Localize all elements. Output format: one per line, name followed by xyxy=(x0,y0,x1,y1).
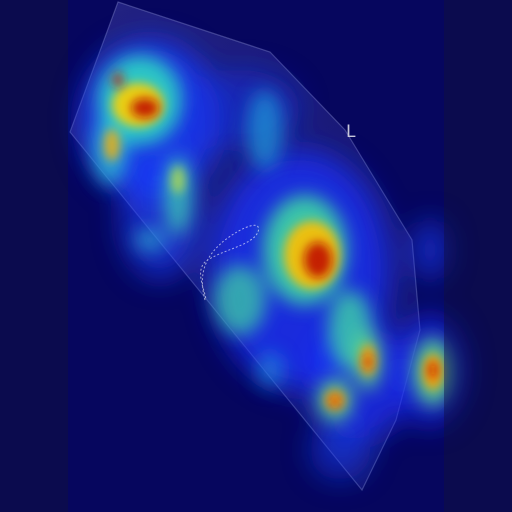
right-margin xyxy=(444,0,512,512)
annotation-curve xyxy=(200,224,260,301)
left-margin xyxy=(0,0,68,512)
orientation-label: L xyxy=(346,122,356,142)
heatmap-core xyxy=(112,72,437,406)
